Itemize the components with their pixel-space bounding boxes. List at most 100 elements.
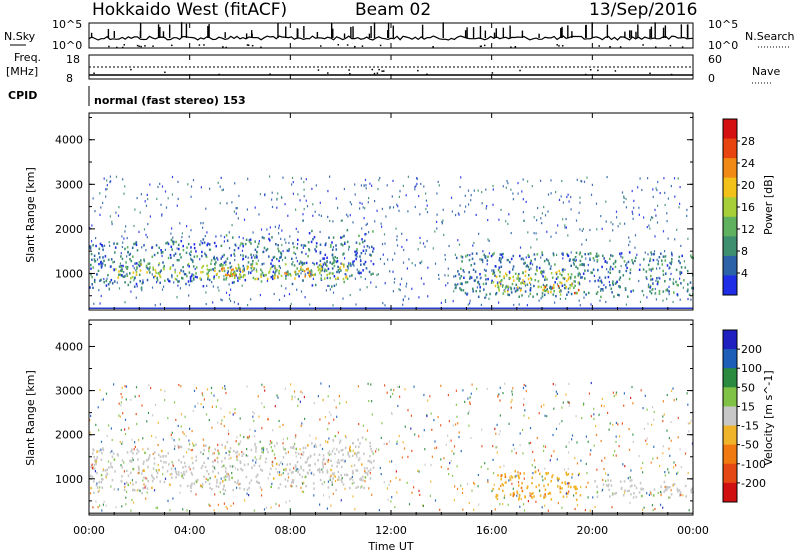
range-cell [482, 261, 484, 264]
range-cell [191, 473, 194, 476]
range-cell [224, 263, 227, 266]
range-cell [317, 469, 319, 472]
range-cell [248, 481, 251, 485]
range-cell [659, 277, 661, 280]
range-cell [157, 453, 160, 457]
range-cell [307, 271, 309, 275]
range-cell [331, 450, 334, 453]
range-cell [323, 269, 326, 273]
range-cell [543, 494, 545, 497]
nsearch-dot [260, 46, 262, 49]
range-cell [182, 244, 184, 248]
range-cell [188, 235, 190, 238]
range-cell [367, 459, 370, 463]
range-cell [528, 268, 531, 271]
range-cell [276, 442, 278, 445]
range-cell [424, 463, 426, 466]
range-cell [275, 467, 277, 471]
range-cell [337, 431, 339, 434]
range-cell [329, 478, 331, 481]
range-cell [654, 208, 656, 211]
range-cell [556, 273, 558, 276]
range-cell [202, 406, 204, 409]
range-cell [217, 449, 219, 452]
range-cell [337, 206, 339, 210]
range-cell [274, 267, 277, 270]
range-cell [178, 247, 180, 251]
range-cell [224, 457, 226, 460]
range-cell [320, 277, 322, 280]
range-cell [358, 445, 360, 449]
range-cell [443, 457, 445, 460]
range-cell [117, 214, 120, 217]
range-cell [115, 211, 117, 214]
range-cell [470, 436, 472, 439]
range-cell [214, 448, 217, 451]
range-cell [208, 248, 211, 251]
range-cell [162, 438, 164, 441]
range-cell [254, 442, 256, 446]
range-cell [661, 263, 664, 266]
range-cell [352, 441, 354, 445]
range-cell [523, 403, 525, 406]
range-cell [131, 479, 133, 482]
range-cell [249, 428, 251, 431]
range-cell [186, 509, 188, 512]
range-cell [232, 449, 235, 453]
range-cell [290, 274, 292, 277]
range-cell [182, 466, 184, 469]
range-cell [152, 266, 154, 269]
range-cell [331, 262, 333, 266]
range-cell [556, 392, 558, 395]
range-cell [139, 279, 141, 283]
range-cell [181, 232, 183, 235]
range-cell [589, 509, 591, 512]
range-cell [568, 441, 570, 444]
range-cell [282, 423, 284, 426]
range-cell [269, 472, 271, 476]
range-cell [214, 269, 216, 273]
range-cell [608, 488, 610, 491]
range-cell [217, 460, 219, 464]
range-cell [99, 213, 101, 216]
range-cell [431, 428, 433, 431]
range-cell [300, 486, 302, 489]
range-cell [592, 257, 595, 260]
range-cell [259, 455, 262, 458]
range-cell [156, 276, 158, 280]
range-cell [171, 248, 173, 251]
range-cell [241, 270, 244, 273]
range-cell [279, 251, 282, 254]
range-cell [632, 217, 634, 220]
range-cell [567, 473, 570, 476]
range-cell [517, 286, 519, 289]
range-cell [297, 243, 299, 246]
range-cell [662, 420, 664, 423]
range-cell [126, 255, 128, 258]
range-cell [623, 404, 625, 407]
range-cell [482, 250, 484, 253]
range-cell [502, 292, 505, 295]
range-cell [610, 287, 613, 290]
range-cell [469, 299, 471, 302]
range-cell [540, 405, 542, 408]
range-cell [131, 457, 134, 460]
range-cell [142, 279, 144, 282]
range-cell [301, 392, 304, 395]
range-cell [223, 502, 225, 505]
range-cell [109, 244, 111, 247]
range-cell [529, 292, 532, 296]
range-cell [301, 261, 303, 264]
range-cell [369, 441, 371, 445]
range-cell [159, 480, 162, 483]
range-cell [294, 442, 296, 445]
range-cell [648, 268, 651, 271]
range-cell [167, 242, 170, 246]
range-cell [361, 485, 363, 488]
range-cell [230, 504, 232, 507]
range-cell [441, 220, 443, 224]
range-cell [584, 509, 586, 512]
nsearch-dot [379, 44, 382, 47]
range-cell [127, 483, 130, 487]
range-cell [256, 262, 258, 266]
